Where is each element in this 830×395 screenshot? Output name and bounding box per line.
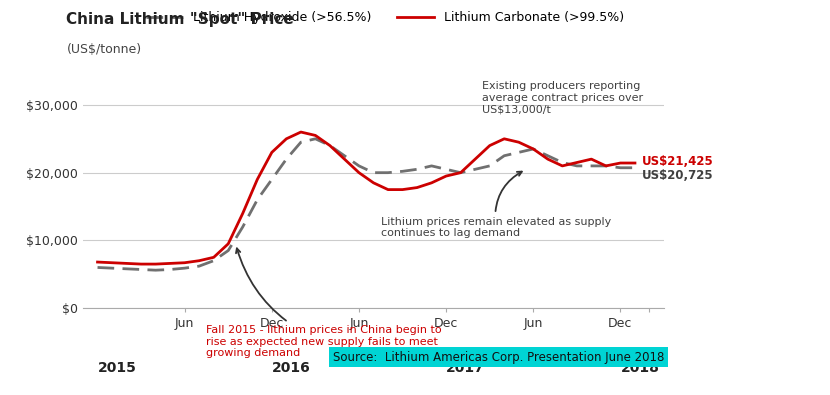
Lithium Hydroxide (>56.5%) bbox=[398, 169, 408, 174]
Lithium Hydroxide (>56.5%) bbox=[413, 167, 422, 172]
Lithium Hydroxide (>56.5%) bbox=[586, 164, 596, 168]
Text: US$20,725: US$20,725 bbox=[642, 169, 714, 182]
Lithium Carbonate (>99.5%) bbox=[339, 157, 349, 162]
Lithium Carbonate (>99.5%) bbox=[442, 174, 452, 179]
Lithium Carbonate (>99.5%) bbox=[310, 133, 320, 138]
Lithium Carbonate (>99.5%) bbox=[209, 255, 219, 260]
Lithium Hydroxide (>56.5%) bbox=[93, 265, 103, 270]
Text: 2016: 2016 bbox=[272, 361, 310, 375]
Lithium Hydroxide (>56.5%) bbox=[136, 267, 146, 272]
Lithium Hydroxide (>56.5%) bbox=[601, 164, 611, 168]
Line: Lithium Carbonate (>99.5%): Lithium Carbonate (>99.5%) bbox=[98, 132, 635, 264]
Lithium Hydroxide (>56.5%) bbox=[543, 153, 553, 158]
Lithium Carbonate (>99.5%) bbox=[630, 161, 640, 166]
Text: Lithium prices remain elevated as supply
continues to lag demand: Lithium prices remain elevated as supply… bbox=[381, 171, 611, 238]
Lithium Carbonate (>99.5%) bbox=[267, 150, 277, 155]
Lithium Hydroxide (>56.5%) bbox=[296, 140, 306, 145]
Lithium Hydroxide (>56.5%) bbox=[485, 164, 495, 168]
Lithium Carbonate (>99.5%) bbox=[500, 136, 510, 141]
Lithium Hydroxide (>56.5%) bbox=[267, 177, 277, 182]
Lithium Carbonate (>99.5%) bbox=[586, 157, 596, 162]
Lithium Carbonate (>99.5%) bbox=[238, 211, 248, 216]
Lithium Hydroxide (>56.5%) bbox=[223, 248, 233, 253]
Lithium Hydroxide (>56.5%) bbox=[209, 258, 219, 263]
Lithium Carbonate (>99.5%) bbox=[398, 187, 408, 192]
Lithium Carbonate (>99.5%) bbox=[558, 164, 568, 168]
Lithium Hydroxide (>56.5%) bbox=[572, 164, 582, 168]
Lithium Hydroxide (>56.5%) bbox=[616, 166, 626, 170]
Lithium Carbonate (>99.5%) bbox=[601, 164, 611, 168]
Lithium Hydroxide (>56.5%) bbox=[238, 224, 248, 229]
Lithium Hydroxide (>56.5%) bbox=[325, 143, 335, 148]
Lithium Carbonate (>99.5%) bbox=[354, 170, 364, 175]
Lithium Hydroxide (>56.5%) bbox=[180, 266, 190, 271]
Lithium Carbonate (>99.5%) bbox=[413, 185, 422, 190]
Lithium Hydroxide (>56.5%) bbox=[456, 170, 466, 175]
Lithium Hydroxide (>56.5%) bbox=[339, 153, 349, 158]
Text: 2015: 2015 bbox=[98, 361, 136, 375]
Lithium Carbonate (>99.5%) bbox=[93, 260, 103, 264]
Text: 2018: 2018 bbox=[621, 361, 659, 375]
Lithium Hydroxide (>56.5%) bbox=[383, 170, 393, 175]
Lithium Hydroxide (>56.5%) bbox=[514, 150, 524, 155]
Lithium Hydroxide (>56.5%) bbox=[107, 266, 117, 271]
Lithium Hydroxide (>56.5%) bbox=[310, 136, 320, 141]
Text: Source:  Lithium Americas Corp. Presentation June 2018: Source: Lithium Americas Corp. Presentat… bbox=[333, 351, 664, 364]
Legend: Lithium Hydroxide (>56.5%), Lithium Carbonate (>99.5%): Lithium Hydroxide (>56.5%), Lithium Carb… bbox=[141, 6, 629, 29]
Line: Lithium Hydroxide (>56.5%): Lithium Hydroxide (>56.5%) bbox=[98, 139, 635, 270]
Lithium Hydroxide (>56.5%) bbox=[151, 268, 161, 273]
Lithium Carbonate (>99.5%) bbox=[456, 170, 466, 175]
Lithium Carbonate (>99.5%) bbox=[136, 262, 146, 267]
Lithium Carbonate (>99.5%) bbox=[369, 181, 378, 185]
Lithium Carbonate (>99.5%) bbox=[252, 177, 262, 182]
Lithium Carbonate (>99.5%) bbox=[514, 140, 524, 145]
Lithium Carbonate (>99.5%) bbox=[471, 157, 481, 162]
Lithium Hydroxide (>56.5%) bbox=[529, 147, 539, 151]
Lithium Hydroxide (>56.5%) bbox=[281, 157, 291, 162]
Lithium Hydroxide (>56.5%) bbox=[194, 264, 204, 269]
Lithium Hydroxide (>56.5%) bbox=[558, 160, 568, 165]
Lithium Carbonate (>99.5%) bbox=[281, 136, 291, 141]
Text: Existing producers reporting
average contract prices over
US$13,000/t: Existing producers reporting average con… bbox=[482, 81, 643, 115]
Lithium Hydroxide (>56.5%) bbox=[427, 164, 437, 168]
Lithium Hydroxide (>56.5%) bbox=[471, 167, 481, 172]
Lithium Carbonate (>99.5%) bbox=[616, 161, 626, 166]
Lithium Carbonate (>99.5%) bbox=[485, 143, 495, 148]
Lithium Hydroxide (>56.5%) bbox=[500, 153, 510, 158]
Lithium Carbonate (>99.5%) bbox=[194, 258, 204, 263]
Lithium Carbonate (>99.5%) bbox=[296, 130, 306, 134]
Text: 2017: 2017 bbox=[447, 361, 485, 375]
Text: US$21,425: US$21,425 bbox=[642, 155, 714, 168]
Lithium Carbonate (>99.5%) bbox=[572, 160, 582, 165]
Text: (US$/tonne): (US$/tonne) bbox=[66, 43, 142, 56]
Lithium Carbonate (>99.5%) bbox=[325, 143, 335, 148]
Lithium Carbonate (>99.5%) bbox=[151, 262, 161, 267]
Lithium Carbonate (>99.5%) bbox=[543, 157, 553, 162]
Lithium Carbonate (>99.5%) bbox=[107, 260, 117, 265]
Lithium Hydroxide (>56.5%) bbox=[252, 198, 262, 202]
Lithium Carbonate (>99.5%) bbox=[122, 261, 132, 266]
Lithium Carbonate (>99.5%) bbox=[165, 261, 175, 266]
Lithium Carbonate (>99.5%) bbox=[383, 187, 393, 192]
Lithium Hydroxide (>56.5%) bbox=[354, 164, 364, 168]
Lithium Hydroxide (>56.5%) bbox=[165, 267, 175, 272]
Text: China Lithium "Spot" Price: China Lithium "Spot" Price bbox=[66, 12, 294, 27]
Lithium Carbonate (>99.5%) bbox=[529, 147, 539, 151]
Text: Fall 2015 - lithium prices in China begin to
rise as expected new supply fails t: Fall 2015 - lithium prices in China begi… bbox=[207, 248, 442, 358]
Lithium Hydroxide (>56.5%) bbox=[630, 166, 640, 170]
Lithium Carbonate (>99.5%) bbox=[223, 241, 233, 246]
Lithium Carbonate (>99.5%) bbox=[180, 260, 190, 265]
Lithium Hydroxide (>56.5%) bbox=[369, 170, 378, 175]
Lithium Carbonate (>99.5%) bbox=[427, 181, 437, 185]
Lithium Hydroxide (>56.5%) bbox=[442, 167, 452, 172]
Lithium Hydroxide (>56.5%) bbox=[122, 267, 132, 271]
